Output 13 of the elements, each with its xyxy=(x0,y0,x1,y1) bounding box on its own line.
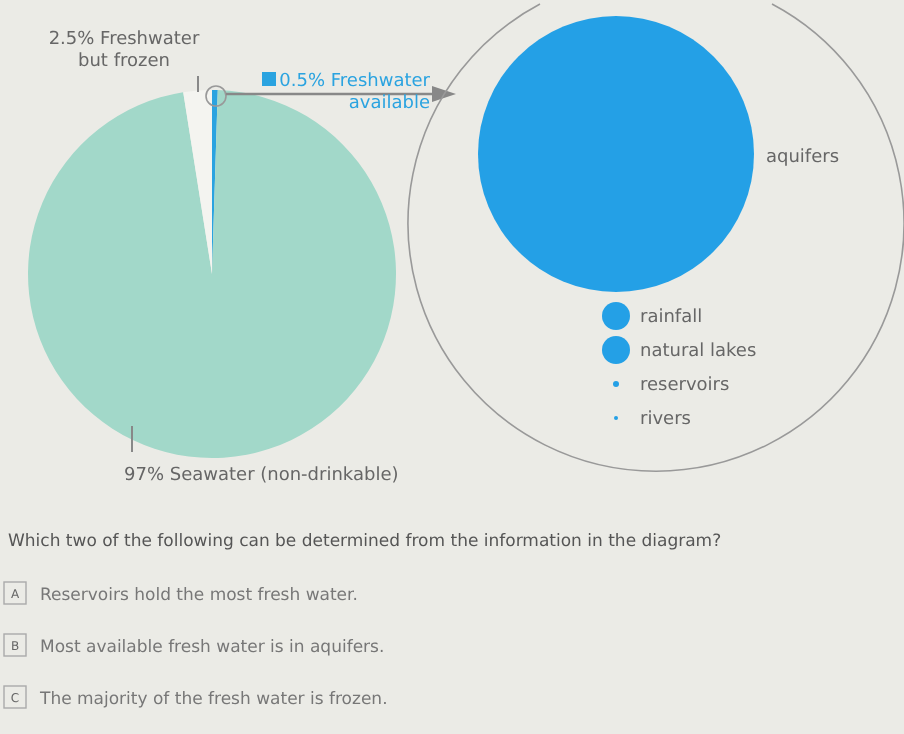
text: rivers xyxy=(640,410,692,430)
text: Reservoirs hold the most fresh water. xyxy=(40,586,358,606)
text: Which two of the following can be determined from the information in the diagram? xyxy=(8,532,722,552)
slice-label: 2.5% Freshwater but frozen xyxy=(48,30,200,72)
text: aquifers xyxy=(766,148,840,168)
text: natural lakes xyxy=(640,342,757,362)
text: reservoirs xyxy=(640,376,730,396)
legend-label: 0.5% Freshwater available xyxy=(279,72,431,114)
text: The majority of the fresh water is frozen. xyxy=(38,690,388,710)
text: rainfall xyxy=(640,308,703,328)
text: Most available fresh water is in aquifers. xyxy=(40,638,385,658)
slice-label: 97% Seawater (non-drinkable) xyxy=(124,466,399,486)
pie-slice xyxy=(183,90,212,274)
